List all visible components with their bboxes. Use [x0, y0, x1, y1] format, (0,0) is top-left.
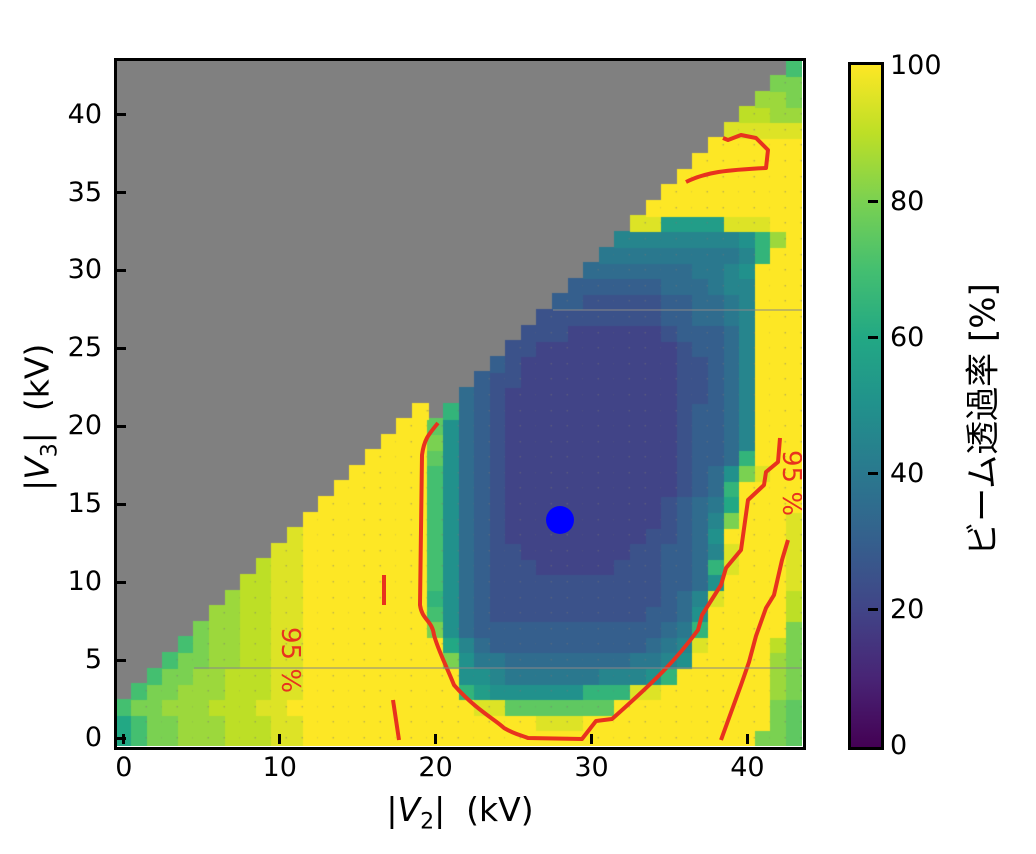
tick-mark	[868, 607, 878, 611]
x-tick-label: 30	[574, 752, 609, 783]
colorbar-tick-label: 100	[890, 50, 942, 81]
tick-mark	[116, 191, 126, 195]
contour-95-left: 95 %	[275, 575, 401, 741]
y-tick-label: 10	[67, 566, 102, 598]
tick-mark	[590, 734, 594, 744]
colorbar-tick-label: 80	[890, 186, 925, 217]
y-tick-label: 30	[67, 254, 102, 286]
tick-mark	[116, 658, 126, 662]
colorbar-label: ビーム透過率 [%]	[963, 283, 1004, 556]
tick-mark	[745, 734, 749, 744]
y-tick-label: 5	[84, 644, 102, 676]
x-tick-label: 0	[115, 752, 133, 783]
tick-mark	[868, 471, 878, 475]
contour-overlay: 95 % 95 %	[194, 133, 802, 741]
y-tick-label: 0	[84, 722, 102, 754]
x-label-sub: 2	[420, 809, 435, 835]
y-tick-label: 40	[67, 98, 102, 130]
x-label-tail: | (kV)	[434, 790, 534, 829]
colorbar-tick-label: 0	[890, 730, 908, 761]
tick-mark	[116, 113, 126, 117]
y-label-sub: 3	[37, 443, 63, 458]
tick-mark	[116, 424, 126, 428]
tick-mark	[116, 502, 126, 506]
y-label-main: |V	[17, 457, 57, 491]
y-tick-label: 20	[67, 410, 102, 442]
y-tick-label: 35	[67, 176, 102, 208]
y-axis-label: |V3| (kV)	[18, 287, 63, 547]
colorbar-tick-label: 40	[890, 458, 925, 489]
contour-95-basin	[418, 421, 782, 741]
x-tick-label: 20	[418, 752, 453, 783]
tick-mark	[116, 580, 126, 584]
tick-mark	[868, 199, 878, 203]
colorbar	[848, 62, 884, 750]
tick-mark	[868, 335, 878, 339]
contour-label-left: 95 %	[275, 627, 305, 693]
heatmap-cells	[116, 60, 802, 746]
x-tick-label: 40	[730, 752, 765, 783]
tick-mark	[116, 268, 126, 272]
tick-mark	[116, 346, 126, 350]
contour-95-top-loop	[685, 133, 770, 184]
tick-mark	[116, 736, 126, 740]
x-label-main: |V	[386, 790, 421, 829]
heatmap-plot-area: 95 % 95 %	[116, 60, 802, 746]
colorbar-tick-label: 20	[890, 594, 925, 625]
optimum-point-marker	[546, 506, 574, 534]
tick-mark	[278, 734, 282, 744]
tick-mark	[434, 734, 438, 744]
contour-95-right	[719, 539, 790, 741]
y-tick-label: 25	[67, 332, 102, 364]
x-axis-label: |V2| (kV)	[330, 790, 590, 835]
x-tick-label: 10	[262, 752, 297, 783]
colorbar-tick-label: 60	[890, 322, 925, 353]
contour-label-right: 95 %	[776, 450, 802, 516]
y-label-tail: | (kV)	[17, 343, 57, 444]
y-tick-label: 15	[67, 488, 102, 520]
